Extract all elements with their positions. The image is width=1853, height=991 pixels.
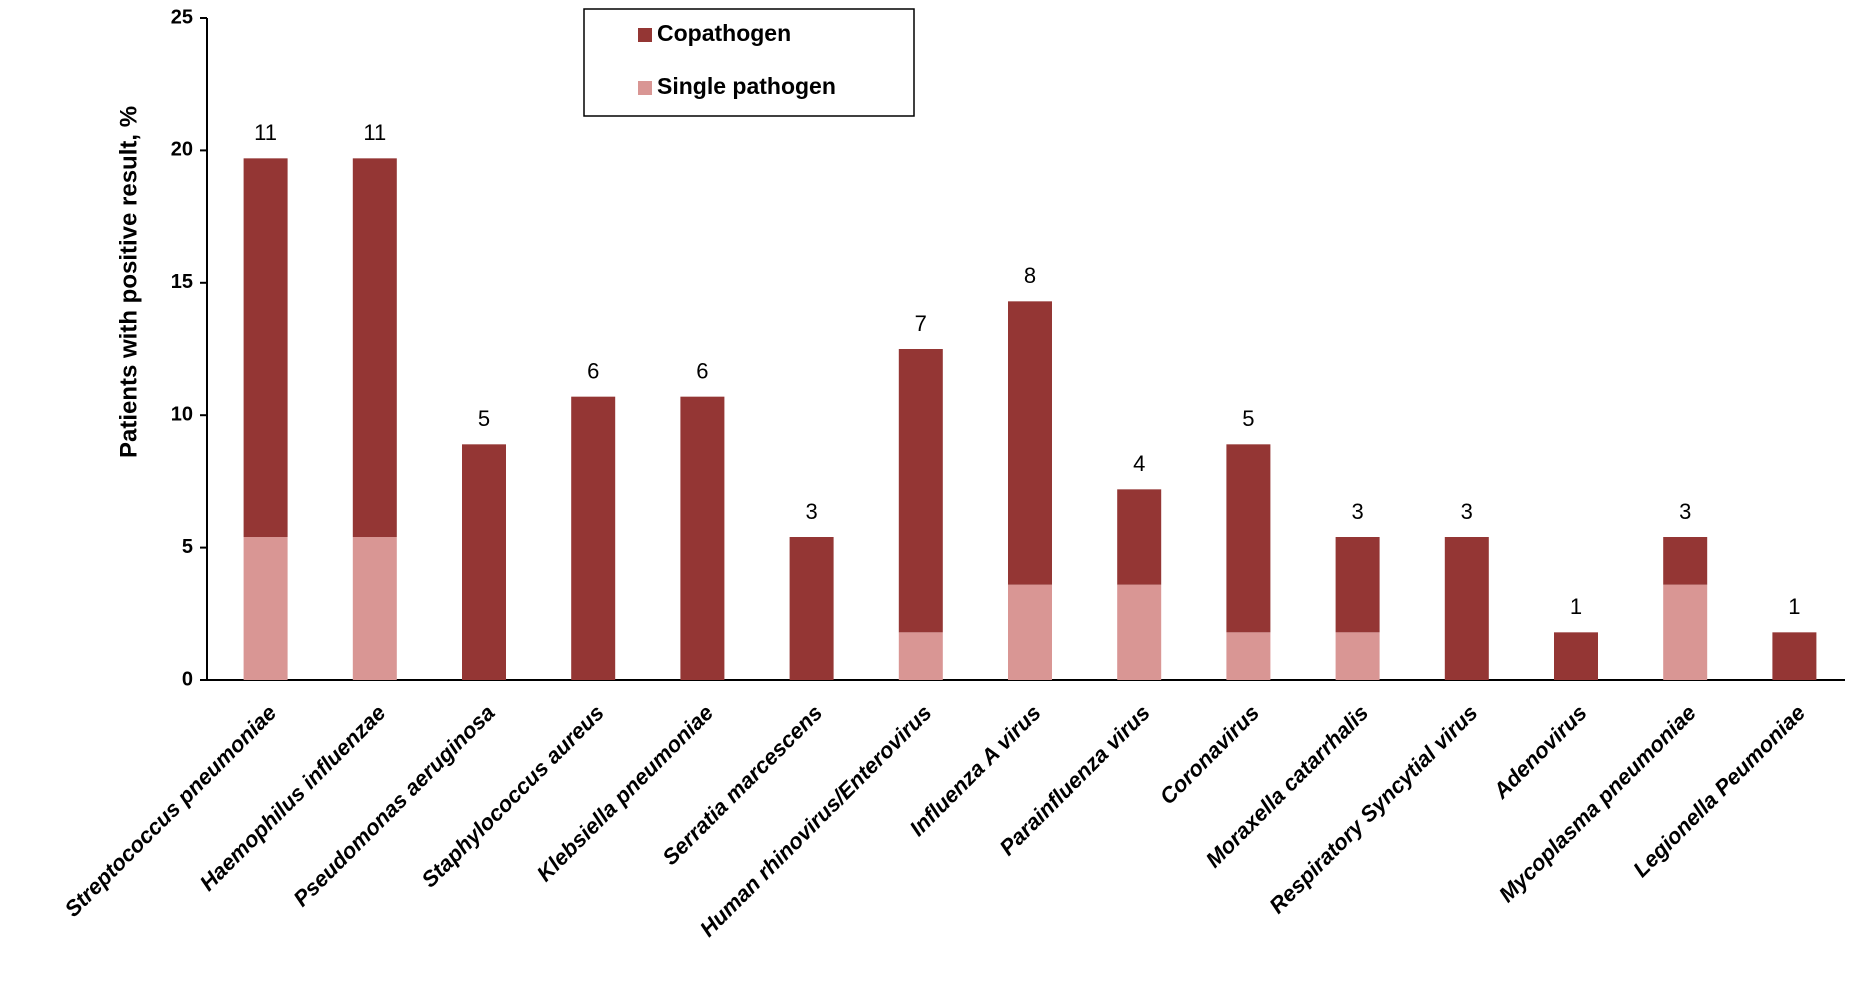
x-tick-label: Streptococcus pneumoniae (60, 700, 282, 922)
bar-segment (1663, 537, 1708, 585)
count-label: 3 (1351, 499, 1363, 524)
count-label: 1 (1788, 594, 1800, 619)
count-label: 6 (587, 358, 599, 383)
bar-segment (1444, 537, 1489, 680)
legend-label: Copathogen (657, 20, 791, 46)
bar-segment (462, 444, 506, 680)
y-tick-label: 15 (171, 271, 193, 293)
count-label: 3 (1679, 499, 1691, 524)
x-tick-label: Klebsiella pneumoniae (532, 700, 718, 886)
count-label: 11 (363, 120, 386, 145)
bar-segment (1226, 444, 1271, 633)
y-tick-label: 25 (171, 6, 193, 28)
y-tick-label: 20 (171, 139, 193, 161)
count-label: 1 (1570, 594, 1582, 619)
bar-segment (571, 396, 616, 680)
bar-segment (1008, 301, 1052, 585)
bar-segment (1335, 537, 1380, 633)
y-axis-title: Patients with positive result, % (115, 106, 142, 458)
y-tick-label: 0 (182, 668, 193, 690)
count-label: 4 (1133, 451, 1145, 476)
bar-segment (1117, 489, 1162, 585)
bar-segment (1663, 584, 1708, 680)
x-tick-label: Staphylococcus aureus (417, 700, 609, 892)
bar-segment (352, 537, 397, 680)
y-tick-label: 10 (171, 403, 193, 425)
bar-segment (1226, 632, 1271, 680)
bar-segment (243, 537, 288, 680)
bar-segment (789, 537, 834, 680)
x-tick-label: Adenovirus (1488, 700, 1592, 804)
count-label: 7 (915, 311, 927, 336)
x-tick-label: Pseudomonas aeruginosa (288, 700, 499, 911)
count-label: 3 (1461, 499, 1473, 524)
count-label: 11 (254, 120, 277, 145)
y-tick-label: 5 (182, 536, 193, 558)
x-tick-label: Haemophilus influenzae (195, 700, 391, 896)
x-tick-label: Coronavirus (1155, 700, 1264, 809)
bar-segment (1008, 584, 1052, 680)
bar-segment (1335, 632, 1380, 680)
count-label: 3 (805, 499, 817, 524)
x-tick-label: Mycoplasma pneumoniae (1494, 700, 1701, 907)
legend-swatch (638, 28, 652, 42)
count-label: 5 (478, 406, 490, 431)
x-tick-label: Respiratory Syncytial virus (1264, 700, 1482, 918)
legend-box (583, 8, 915, 117)
bar-segment (1772, 632, 1817, 680)
legend-label: Single pathogen (657, 73, 836, 99)
bar-segment (243, 158, 288, 538)
bar-segment (1554, 632, 1598, 680)
legend-swatch (638, 81, 652, 95)
bar-segment (898, 632, 943, 680)
count-label: 5 (1242, 406, 1254, 431)
count-label: 8 (1024, 263, 1036, 288)
bar-segment (898, 349, 943, 633)
x-tick-label: Human rhinovirus/Enterovirus (695, 700, 937, 942)
bar-segment (680, 396, 725, 680)
bar-segment (352, 158, 397, 538)
count-label: 6 (696, 358, 708, 383)
bar-segment (1117, 584, 1162, 680)
